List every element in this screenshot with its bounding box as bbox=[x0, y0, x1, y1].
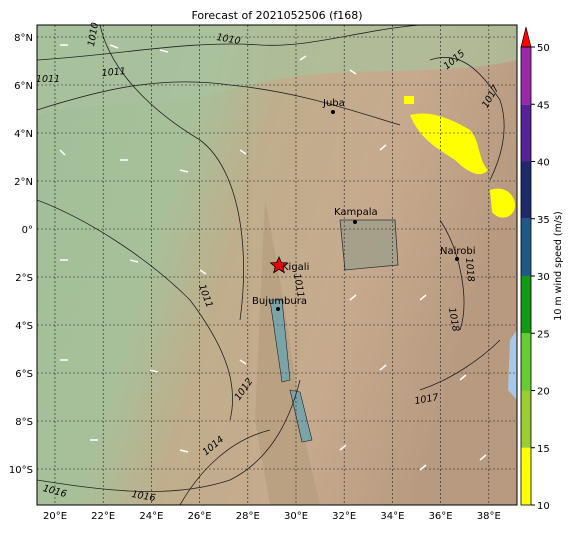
colorbar-tick-label: 50 bbox=[537, 43, 550, 54]
city-label: Juba bbox=[322, 98, 345, 109]
colorbar-segment bbox=[521, 390, 531, 448]
lat-tick-label: 6°N bbox=[14, 81, 33, 92]
colorbar-tick-label: 25 bbox=[537, 329, 550, 340]
city-marker bbox=[331, 110, 335, 114]
lat-tick-label: 0° bbox=[22, 225, 33, 236]
colorbar-tick-label: 30 bbox=[537, 272, 550, 283]
lon-tick-label: 36°E bbox=[429, 511, 453, 522]
city-label: Kampala bbox=[334, 207, 378, 218]
colorbar-segment bbox=[521, 447, 531, 505]
lon-tick-label: 38°E bbox=[477, 511, 501, 522]
map bbox=[37, 25, 517, 505]
city-marker bbox=[353, 220, 357, 224]
lon-tick-label: 20°E bbox=[43, 511, 67, 522]
lon-tick-label: 30°E bbox=[284, 511, 308, 522]
city-star bbox=[269, 255, 289, 274]
city-label: Bujumbura bbox=[252, 296, 307, 307]
isobar-label: 1018 bbox=[446, 307, 461, 333]
colorbar-tick-label: 15 bbox=[537, 444, 550, 455]
city-marker bbox=[455, 257, 459, 261]
lon-tick-label: 32°E bbox=[332, 511, 356, 522]
lat-tick-label: 6°S bbox=[15, 369, 33, 380]
colorbar-segment bbox=[521, 276, 531, 334]
lon-tick-label: 34°E bbox=[380, 511, 404, 522]
title: Forecast of 2021052506 (f168) bbox=[191, 9, 362, 22]
colorbar: 10 15 20 25 30 35 40 45 50 10 m wind speed (m/s) bbox=[520, 26, 564, 512]
lat-tick-label: 4°S bbox=[15, 321, 33, 332]
colorbar-segment bbox=[521, 47, 531, 105]
lon-tick-label: 26°E bbox=[188, 511, 212, 522]
colorbar-segment bbox=[521, 104, 531, 162]
grid bbox=[37, 25, 517, 505]
isobar-label: 1017 bbox=[414, 392, 440, 407]
colorbar-segment bbox=[521, 218, 531, 276]
lat-tick-label: 10°S bbox=[9, 465, 33, 476]
isobar-label: 1016 bbox=[131, 489, 157, 504]
city-label: Kigali bbox=[282, 262, 309, 273]
wind-speed-fill bbox=[404, 96, 515, 218]
city-label: Nairobi bbox=[440, 246, 476, 257]
colorbar-tick-label: 45 bbox=[537, 100, 550, 111]
isobar-label: 1011 bbox=[291, 273, 306, 299]
lon-tick-label: 28°E bbox=[236, 511, 260, 522]
lon-tick-label: 22°E bbox=[91, 511, 115, 522]
colorbar-tick-label: 35 bbox=[537, 215, 550, 226]
isobar-label: 1010 bbox=[216, 32, 242, 47]
wind-barbs bbox=[59, 44, 487, 471]
colorbar-extend bbox=[520, 26, 532, 48]
lon-tick-label: 24°E bbox=[139, 511, 163, 522]
colorbar-label: 10 m wind speed (m/s) bbox=[553, 211, 564, 320]
colorbar-tick-label: 10 bbox=[537, 501, 550, 512]
lat-tick-label: 8°S bbox=[15, 417, 33, 428]
colorbar-tick-label: 20 bbox=[537, 387, 550, 398]
isobar-label: 1011 bbox=[36, 74, 60, 85]
isobar-label: 1018 bbox=[463, 257, 476, 282]
isobar-label: 1010 bbox=[86, 22, 101, 48]
map-frame bbox=[36, 24, 518, 506]
isobar-label: 1011 bbox=[101, 66, 126, 79]
lat-tick-label: 4°N bbox=[14, 129, 33, 140]
lat-tick-label: 2°S bbox=[15, 273, 33, 284]
lat-tick-label: 8°N bbox=[14, 33, 33, 44]
colorbar-tick-label: 40 bbox=[537, 158, 550, 169]
city-marker bbox=[276, 307, 280, 311]
colorbar-segment bbox=[521, 161, 531, 219]
lat-tick-label: 2°N bbox=[14, 177, 33, 188]
colorbar-segment bbox=[521, 333, 531, 391]
